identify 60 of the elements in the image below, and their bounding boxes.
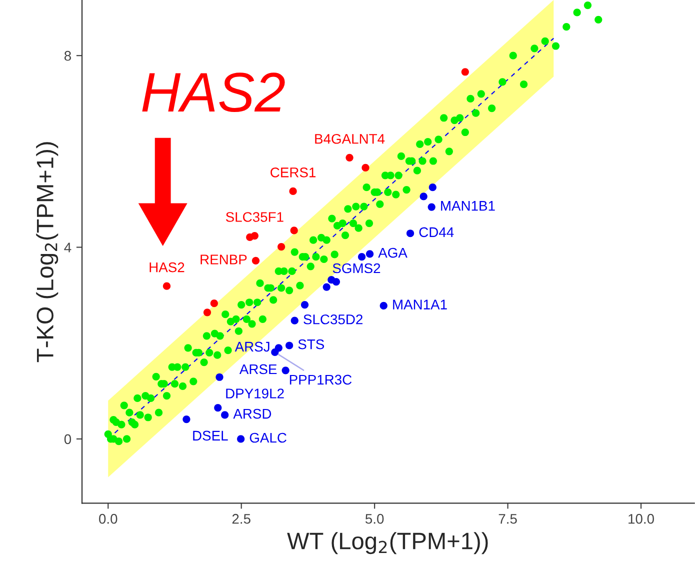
- point: [216, 373, 224, 381]
- point: [290, 316, 298, 324]
- point: [332, 278, 340, 286]
- point: [290, 226, 298, 234]
- point: [380, 302, 388, 310]
- data-label: CERS1: [270, 168, 316, 178]
- point: [428, 203, 436, 211]
- point: [210, 300, 218, 308]
- x-tick-label: 5.0: [365, 514, 384, 524]
- x-tick-label: 7.5: [498, 514, 517, 524]
- point: [358, 253, 366, 261]
- y-tick-label: 4: [64, 242, 72, 252]
- data-label: MAN1B1: [441, 201, 495, 211]
- data-label: B4GALNT4: [315, 134, 385, 144]
- y-tick-label: 0: [64, 434, 72, 444]
- point: [366, 250, 374, 258]
- point: [182, 415, 190, 424]
- x-tick-label: 0.0: [99, 514, 118, 524]
- data-label: MAN1A1: [393, 300, 447, 310]
- point: [322, 283, 330, 291]
- point: [428, 184, 436, 192]
- y-tick-label: 8: [64, 50, 71, 61]
- data-label: SGMS2: [332, 263, 380, 274]
- point: [362, 164, 370, 172]
- data-label: SLC35D2: [304, 314, 362, 324]
- annotation: HAS2: [142, 72, 285, 112]
- data-label: DSEL: [193, 430, 228, 441]
- x-tick-label: 2.5: [232, 514, 250, 524]
- data-label: DPY19L2: [226, 388, 284, 398]
- point: [346, 154, 354, 162]
- point: [214, 404, 222, 412]
- point: [278, 242, 286, 251]
- data-label: CD44: [419, 227, 454, 238]
- data-label: SLC35F1: [226, 212, 284, 222]
- point: [300, 300, 309, 309]
- data-label: ARSE: [239, 364, 277, 374]
- point: [420, 192, 428, 200]
- point: [252, 256, 260, 264]
- point: [271, 348, 279, 356]
- point: [203, 308, 212, 316]
- data-label: RENBP: [200, 254, 247, 264]
- point: [406, 230, 414, 238]
- point: [250, 232, 258, 240]
- point: [237, 435, 245, 443]
- point: [286, 342, 294, 350]
- x-axis-title: WT (Log$_{2}$(TPM+1)): [287, 532, 488, 554]
- data-label: PPP1R3C: [290, 374, 352, 385]
- point: [162, 282, 171, 290]
- data-label: GALC: [250, 432, 286, 443]
- point: [461, 68, 469, 76]
- data-label: AGA: [378, 248, 408, 258]
- data-label: ARSJ: [234, 342, 270, 352]
- data-label: ARSD: [233, 408, 272, 419]
- x-tick-label: 10.0: [628, 514, 654, 524]
- point: [221, 411, 229, 419]
- data-label: STS: [298, 339, 324, 350]
- point: [289, 187, 297, 195]
- point: [282, 366, 290, 374]
- y-axis-title: T-KO (Log$_{2}$(TPM+1)): [36, 142, 58, 362]
- data-label: HAS2: [150, 262, 184, 272]
